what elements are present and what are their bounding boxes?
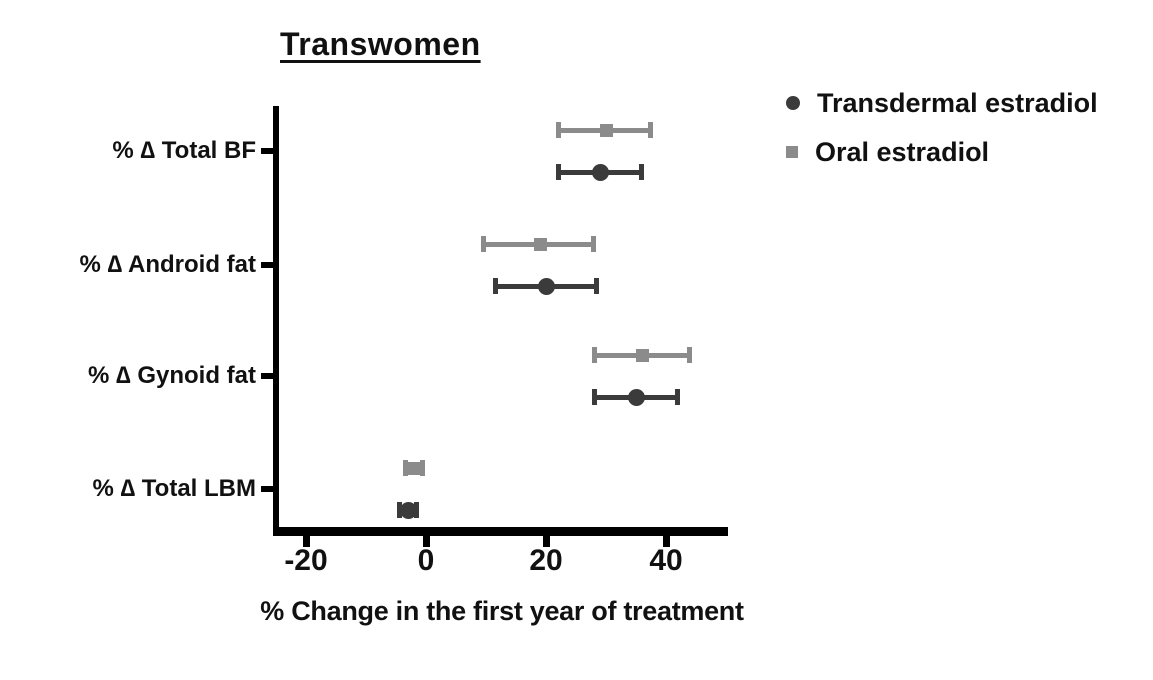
x-tick-label: 40 bbox=[649, 544, 683, 577]
x-axis-title: % Change in the first year of treatment bbox=[260, 596, 744, 626]
category-label: % ∆ Total BF bbox=[112, 137, 256, 164]
category-tick bbox=[261, 486, 274, 492]
x-tick-label: 20 bbox=[529, 544, 563, 577]
error-bar-cap bbox=[420, 460, 425, 476]
error-bar-cap bbox=[687, 347, 692, 363]
y-axis-line bbox=[273, 106, 279, 536]
legend-label: Transdermal estradiol bbox=[817, 87, 1098, 118]
error-bar-cap bbox=[639, 164, 644, 180]
marker-circle bbox=[627, 388, 645, 406]
marker-circle bbox=[537, 277, 555, 295]
legend-marker-circle-icon bbox=[786, 96, 800, 110]
error-bar-cap bbox=[556, 122, 561, 138]
legend-marker-square-icon bbox=[786, 146, 798, 158]
error-bar-cap bbox=[648, 122, 653, 138]
legend-label: Oral estradiol bbox=[815, 136, 990, 167]
error-bar-cap bbox=[592, 347, 597, 363]
marker-square bbox=[533, 237, 547, 251]
marker-square bbox=[635, 348, 649, 362]
marker-circle bbox=[399, 501, 417, 519]
chart-title: Transwomen bbox=[280, 26, 481, 62]
error-bar-cap bbox=[493, 278, 498, 294]
x-tick bbox=[303, 536, 310, 547]
error-bar-cap bbox=[592, 389, 597, 405]
error-bar-cap bbox=[675, 389, 680, 405]
error-bar-cap bbox=[556, 164, 561, 180]
x-tick bbox=[543, 536, 550, 547]
marker-square bbox=[407, 461, 421, 475]
x-tick bbox=[663, 536, 670, 547]
error-bar-cap bbox=[481, 236, 486, 252]
legend-item-oral: Oral estradiol bbox=[786, 136, 1098, 168]
x-axis-line bbox=[273, 527, 728, 536]
category-label: % ∆ Gynoid fat bbox=[87, 362, 256, 389]
error-bar-cap bbox=[403, 460, 408, 476]
marker-circle bbox=[591, 163, 609, 181]
marker-square bbox=[599, 123, 613, 137]
category-tick bbox=[261, 373, 274, 379]
category-tick bbox=[261, 148, 274, 154]
x-tick bbox=[423, 536, 430, 547]
category-tick bbox=[261, 262, 274, 268]
error-bar-cap bbox=[591, 236, 596, 252]
category-label: % ∆ Android fat bbox=[79, 251, 256, 278]
x-tick-label: -20 bbox=[284, 544, 328, 577]
category-label: % ∆ Total LBM bbox=[92, 475, 256, 502]
legend-item-transdermal: Transdermal estradiol bbox=[786, 87, 1098, 119]
x-tick-label: 0 bbox=[417, 544, 435, 577]
error-bar-cap bbox=[414, 502, 419, 518]
error-bar-cap bbox=[594, 278, 599, 294]
legend: Transdermal estradiol Oral estradiol bbox=[786, 87, 1098, 185]
